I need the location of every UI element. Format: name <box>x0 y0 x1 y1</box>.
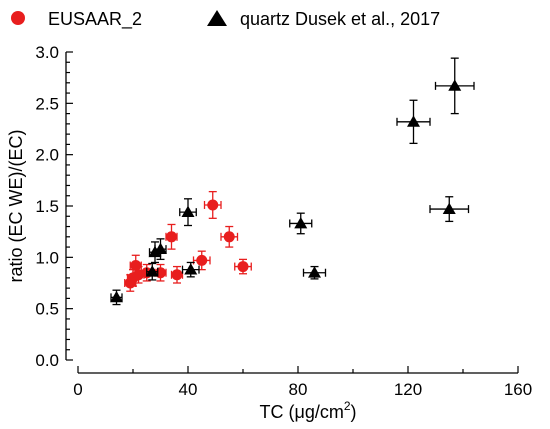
triangle-marker <box>407 115 420 127</box>
triangle-marker <box>181 205 195 218</box>
quartz-point <box>429 196 470 223</box>
triangle-marker <box>145 265 159 277</box>
y-tick-label: 1.0 <box>35 248 59 267</box>
circle-marker <box>223 231 235 243</box>
triangle-marker <box>294 216 308 229</box>
eusaar-point <box>234 258 252 275</box>
circle-marker <box>196 254 208 266</box>
triangle-marker <box>448 79 462 91</box>
circle-marker <box>130 260 142 272</box>
triangle-marker <box>442 202 456 214</box>
y-tick-label: 1.5 <box>35 197 59 216</box>
legend-label-eusaar: EUSAAR_2 <box>48 9 142 30</box>
x-tick-label: 160 <box>504 380 532 399</box>
quartz-point <box>302 265 327 280</box>
quartz-point <box>145 262 159 281</box>
circle-marker <box>237 261 249 273</box>
quartz-point <box>396 99 431 145</box>
y-tick-label: 2.5 <box>35 94 59 113</box>
triangle-marker <box>308 266 321 278</box>
y-axis-title: ratio (EC WE)/(EC) <box>6 130 26 283</box>
eusaar-point <box>165 223 178 250</box>
quartz-point <box>179 198 197 227</box>
circle-marker <box>155 267 166 279</box>
legend: EUSAAR_2 quartz Dusek et al., 2017 <box>11 9 440 30</box>
quartz-point <box>434 57 475 115</box>
eusaar-point <box>154 263 167 282</box>
quartz-point <box>289 212 313 235</box>
quartz-point <box>154 238 167 261</box>
eusaar-point <box>192 250 211 271</box>
x-tick-label: 120 <box>394 380 422 399</box>
eusaar-point <box>203 190 222 219</box>
legend-label-quartz: quartz Dusek et al., 2017 <box>240 9 440 29</box>
x-tick-label: 0 <box>73 380 82 399</box>
quartz-point <box>110 289 123 306</box>
triangle-marker <box>154 242 167 254</box>
eusaar-point <box>220 225 239 248</box>
y-tick-label: 2.0 <box>35 146 59 165</box>
quartz-point <box>181 261 200 278</box>
x-tick-label: 80 <box>289 380 308 399</box>
y-tick-label: 3.0 <box>35 43 59 62</box>
triangle-marker <box>110 290 123 303</box>
eusaar-point <box>170 265 184 284</box>
y-tick-label: 0.5 <box>35 300 59 319</box>
ticks: 0 40 80 120 160 0.0 0.5 1.0 1.5 2.0 2.5 3.0 <box>35 43 532 399</box>
circle-marker <box>166 231 177 243</box>
circle-marker <box>207 199 219 211</box>
legend-marker-quartz <box>207 10 227 26</box>
circle-marker <box>171 269 183 281</box>
legend-marker-eusaar <box>11 11 25 25</box>
x-tick-label: 40 <box>179 380 198 399</box>
y-tick-label: 0.0 <box>35 351 59 370</box>
data-points <box>110 57 475 306</box>
x-axis-title: TC (μg/cm2) <box>259 399 356 422</box>
triangle-marker <box>184 263 198 275</box>
